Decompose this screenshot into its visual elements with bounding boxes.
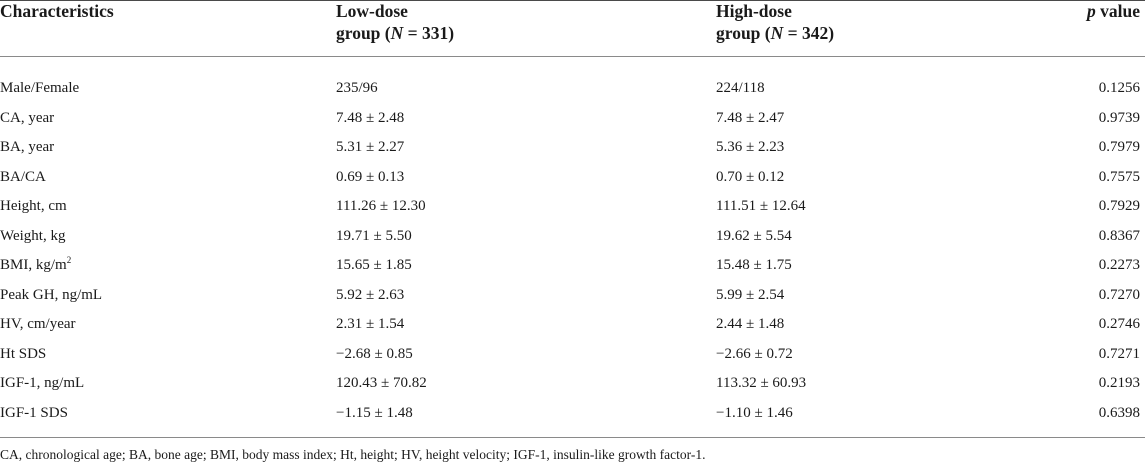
p-value: 0.8367: [1098, 227, 1140, 244]
p-value: 0.1256: [1098, 80, 1140, 96]
high-dose-value: 111.51 ± 12.64: [716, 198, 806, 214]
row-label: HV, cm/year: [0, 316, 76, 332]
table-row: HV, cm/year 2.31 ± 1.54 2.44 ± 1.48 0.2746: [0, 310, 1145, 340]
high-dose-value: 5.36 ± 2.23: [716, 139, 785, 155]
table-row: BA/CA 0.69 ± 0.13 0.70 ± 0.12 0.7575: [0, 163, 1145, 193]
table-row: IGF-1, ng/mL 120.43 ± 70.82 113.32 ± 60.93…: [0, 369, 1145, 399]
p-value: 0.7929: [1098, 198, 1140, 214]
header-p-value: p value: [1087, 1, 1140, 21]
low-dose-value: 7.48 ± 2.48: [336, 109, 405, 126]
table-row: Height, cm 111.26 ± 12.30 111.51 ± 12.64 0.…: [0, 192, 1145, 222]
row-label: BA/CA: [0, 168, 46, 185]
table-footnote: CA, chronological age; BA, bone age; BMI…: [0, 447, 706, 462]
table-row: Ht SDS −2.68 ± 0.85 −2.66 ± 0.72 0.7271: [0, 340, 1145, 370]
high-dose-value: 224/118: [716, 80, 765, 96]
p-value: 0.2273: [1098, 257, 1140, 273]
high-dose-value: 15.48 ± 1.75: [716, 257, 792, 273]
table-row: CA, year 7.48 ± 2.48 7.48 ± 2.47 0.9739: [0, 104, 1145, 134]
low-dose-value: 15.65 ± 1.85: [336, 257, 412, 273]
table-row: BA, year 5.31 ± 2.27 5.36 ± 2.23 0.7979: [0, 133, 1145, 163]
header-high-dose: High-dose group (N = 342): [716, 1, 835, 43]
table-row: Peak GH, ng/mL 5.92 ± 2.63 5.99 ± 2.54 0.72…: [0, 281, 1145, 311]
high-dose-value: 7.48 ± 2.47: [716, 109, 785, 126]
row-label: Weight, kg: [0, 227, 66, 244]
low-dose-value: 5.92 ± 2.63: [336, 286, 405, 303]
low-dose-value: −1.15 ± 1.48: [336, 404, 413, 421]
row-label-superscript: 2: [66, 255, 72, 265]
row-label: BMI, kg/m2: [0, 255, 72, 274]
row-label: Height, cm: [0, 198, 67, 214]
header-divider-rule: [0, 56, 1145, 57]
row-label: IGF-1 SDS: [0, 404, 68, 421]
table-row: Male/Female 235/96 224/118 0.1256: [0, 74, 1145, 104]
p-value: 0.7271: [1098, 345, 1140, 362]
low-dose-value: 5.31 ± 2.27: [336, 139, 405, 155]
table-bottom-rule: [0, 437, 1145, 438]
row-label: Peak GH, ng/mL: [0, 286, 103, 303]
high-dose-value: −2.66 ± 0.72: [716, 345, 793, 362]
p-value: 0.6398: [1098, 404, 1140, 421]
low-dose-value: 235/96: [336, 80, 378, 96]
table-top-rule: [0, 0, 1145, 1]
p-value: 0.2193: [1098, 375, 1140, 391]
high-dose-value: 2.44 ± 1.48: [716, 316, 785, 332]
table-row: Weight, kg 19.71 ± 5.50 19.62 ± 5.54 0.8367: [0, 222, 1145, 252]
low-dose-value: 2.31 ± 1.54: [336, 316, 405, 332]
row-label: BA, year: [0, 139, 55, 155]
header-characteristics: Characteristics: [0, 1, 114, 21]
p-value: 0.7979: [1098, 139, 1140, 155]
high-dose-value: 113.32 ± 60.93: [716, 375, 807, 391]
high-dose-value: 5.99 ± 2.54: [716, 286, 785, 303]
header-low-dose: Low-dose group (N = 331): [336, 1, 455, 43]
low-dose-value: 0.69 ± 0.13: [336, 168, 405, 185]
table-body: Male/Female 235/96 224/118 0.1256 CA, year 7.…: [0, 74, 1145, 428]
p-value: 0.9739: [1098, 109, 1140, 126]
p-value: 0.2746: [1098, 316, 1140, 332]
row-label: Ht SDS: [0, 345, 47, 362]
p-value: 0.7270: [1098, 286, 1140, 303]
table-row: BMI, kg/m2 15.65 ± 1.85 15.48 ± 1.75 0.2273: [0, 251, 1145, 281]
low-dose-value: 19.71 ± 5.50: [336, 227, 412, 244]
table-row: IGF-1 SDS −1.15 ± 1.48 −1.10 ± 1.46 0.6398: [0, 399, 1145, 429]
high-dose-value: −1.10 ± 1.46: [716, 404, 793, 421]
high-dose-value: 0.70 ± 0.12: [716, 168, 785, 185]
row-label: Male/Female: [0, 80, 80, 96]
low-dose-value: −2.68 ± 0.85: [336, 345, 413, 362]
row-label: IGF-1, ng/mL: [0, 375, 85, 391]
row-label: CA, year: [0, 109, 55, 126]
low-dose-value: 120.43 ± 70.82: [336, 375, 427, 391]
high-dose-value: 19.62 ± 5.54: [716, 227, 792, 244]
p-value: 0.7575: [1098, 168, 1140, 185]
low-dose-value: 111.26 ± 12.30: [336, 198, 426, 214]
